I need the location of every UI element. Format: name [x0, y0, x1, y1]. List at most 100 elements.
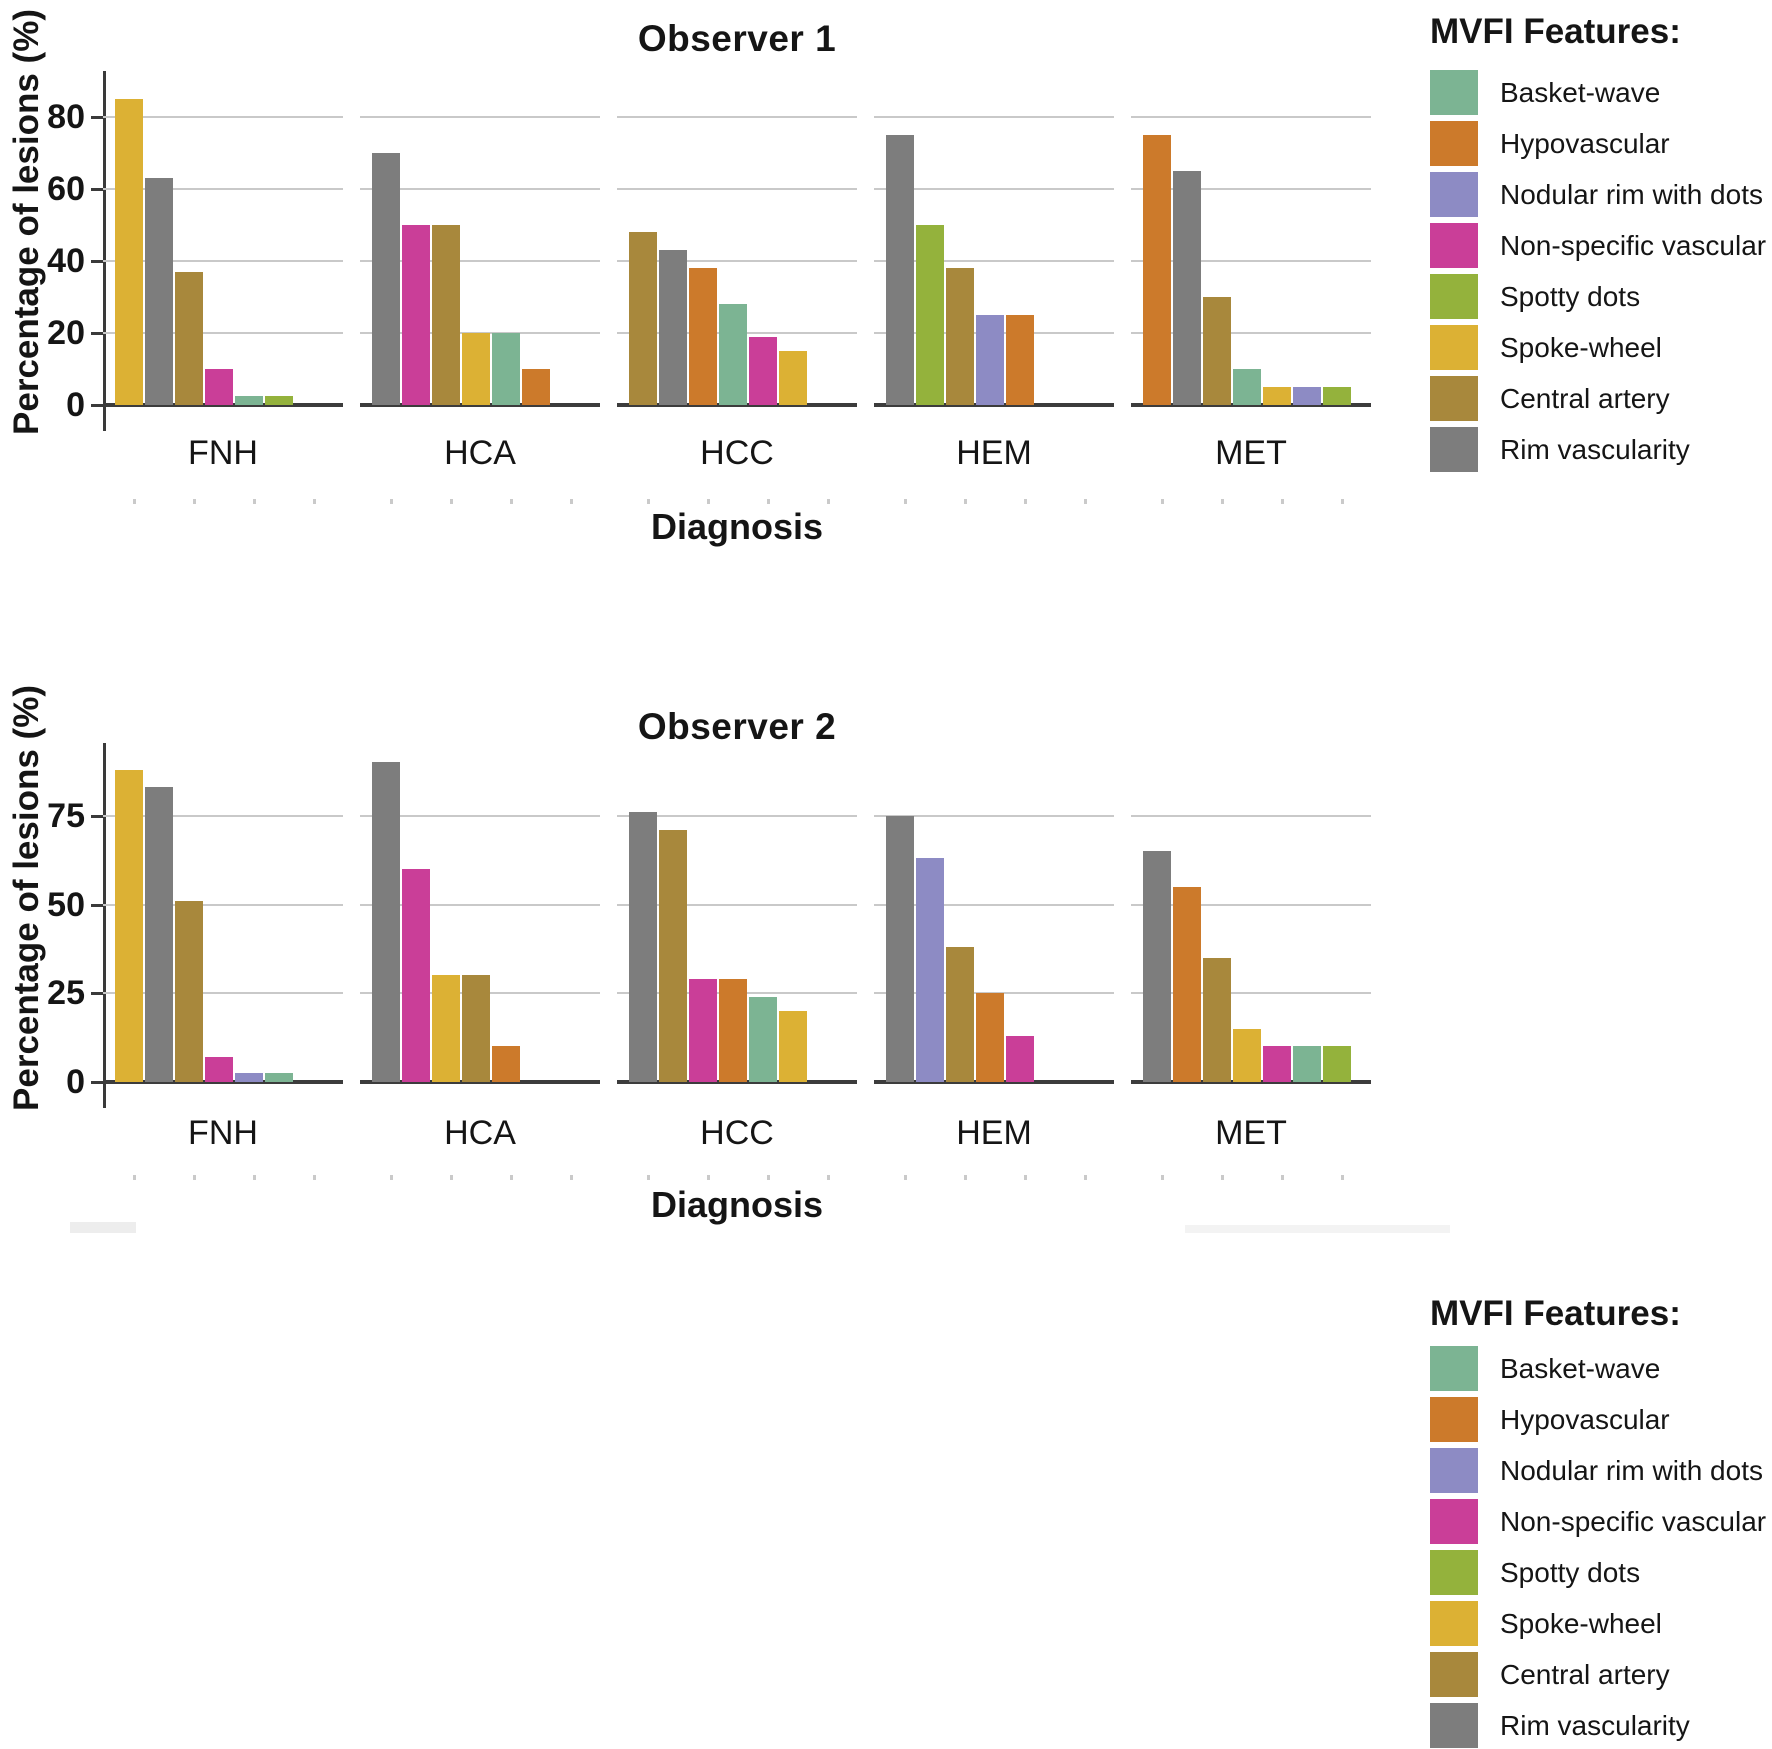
category-label-fnh: FNH: [188, 1114, 258, 1152]
legend-label: Basket-wave: [1500, 1353, 1661, 1384]
gridline: [874, 116, 1114, 118]
minor-tick: [450, 499, 453, 504]
bar-central_artery: [946, 268, 974, 405]
bar-central_artery: [175, 901, 203, 1082]
bar-central_artery: [462, 975, 490, 1082]
legend-label: Hypovascular: [1500, 1404, 1670, 1435]
gridline: [617, 116, 857, 118]
x-axis-title: Diagnosis: [650, 506, 824, 547]
gridline: [103, 332, 343, 334]
legend-label: Central artery: [1500, 383, 1670, 414]
minor-tick: [253, 499, 256, 504]
bar-rim_vascularity: [659, 250, 687, 405]
bar-spoke_wheel: [779, 1011, 807, 1082]
legend-item-spotty_dots: Spotty dots: [1408, 274, 1772, 320]
bar-spotty_dots: [916, 225, 944, 405]
minor-tick: [707, 499, 710, 504]
bar-group: [629, 812, 807, 1082]
legend-swatch-basket_wave: [1430, 1346, 1478, 1391]
bar-rim_vascularity: [372, 762, 400, 1082]
legend-label: Central artery: [1500, 1659, 1670, 1690]
legend-label: Non-specific vascular: [1500, 1506, 1767, 1537]
legend-title: MVFI Features:: [1430, 1294, 1681, 1333]
facet-panel-fnh: [103, 745, 343, 1084]
legend-swatch-spotty_dots: [1430, 274, 1478, 319]
minor-tick: [390, 499, 393, 504]
bar-hypovascular: [976, 993, 1004, 1082]
bar-hypovascular: [522, 369, 550, 405]
gridline: [1131, 260, 1371, 262]
y-tick-label: 50: [47, 885, 85, 924]
minor-tick: [767, 499, 770, 504]
legend-item-nodular_rim: Nodular rim with dots: [1408, 1448, 1772, 1494]
category-label-met: MET: [1215, 434, 1287, 472]
minor-tick: [1084, 499, 1087, 504]
minor-tick: [647, 1175, 650, 1180]
cropped-edge-artifact-left: [70, 1222, 136, 1233]
facet-panel-hca: [360, 73, 600, 407]
legend-item-central_artery: Central artery: [1408, 376, 1772, 422]
minor-tick: [1024, 1175, 1027, 1180]
minor-tick: [313, 1175, 316, 1180]
bar-group: [115, 99, 293, 405]
minor-tick: [904, 1175, 907, 1180]
facet-panel-hca: [360, 745, 600, 1084]
minor-tick: [450, 1175, 453, 1180]
cropped-edge-artifact-right: [1185, 1225, 1450, 1233]
minor-tick: [1084, 1175, 1087, 1180]
category-label-hem: HEM: [956, 434, 1032, 472]
y-axis-title-text: Percentage of lesions (%): [7, 9, 46, 435]
minor-tick: [510, 499, 513, 504]
gridline: [360, 188, 600, 190]
minor-tick: [827, 499, 830, 504]
minor-tick: [193, 1175, 196, 1180]
minor-tick: [964, 1175, 967, 1180]
bar-hypovascular: [1143, 135, 1171, 405]
gridline: [874, 260, 1114, 262]
legend-swatch-nonspecific_vascular: [1430, 1499, 1478, 1544]
legend-swatch-central_artery: [1430, 1652, 1478, 1697]
category-label-hcc: HCC: [700, 434, 774, 472]
bar-rim_vascularity: [1143, 851, 1171, 1082]
gridline: [103, 116, 343, 118]
facet-panel-hem: [874, 73, 1114, 407]
gridline: [617, 814, 857, 817]
minor-tick: [827, 1175, 830, 1180]
bar-nodular_rim: [235, 1073, 263, 1082]
legend-label: Nodular rim with dots: [1500, 179, 1763, 210]
bar-nodular_rim: [976, 315, 1004, 405]
chart-title: Observer 2: [637, 706, 837, 747]
minor-tick: [1221, 499, 1224, 504]
facet-panel-hcc: [617, 73, 857, 407]
bar-central_artery: [175, 272, 203, 405]
minor-tick: [647, 499, 650, 504]
bar-group: [115, 770, 293, 1082]
y-tick-label: 25: [47, 974, 85, 1013]
bar-group: [886, 816, 1034, 1082]
legend-item-hypovascular: Hypovascular: [1408, 1397, 1772, 1443]
bar-rim_vascularity: [372, 153, 400, 405]
bar-basket_wave: [719, 304, 747, 405]
bar-spoke_wheel: [115, 99, 143, 405]
minor-tick: [253, 1175, 256, 1180]
gridline: [617, 903, 857, 906]
bar-central_artery: [1203, 958, 1231, 1082]
minor-tick: [1161, 1175, 1164, 1180]
bar-rim_vascularity: [886, 135, 914, 405]
y-tick-label: 40: [47, 242, 85, 280]
minor-tick: [1341, 499, 1344, 504]
x-axis-line: [360, 403, 600, 407]
bar-basket_wave: [1293, 1046, 1321, 1082]
x-axis-line: [1131, 1080, 1371, 1084]
facet-panel-met: [1131, 745, 1371, 1084]
y-tick-mark: [91, 260, 103, 263]
y-tick-mark: [91, 814, 103, 818]
bar-nonspecific_vascular: [749, 337, 777, 405]
bar-spotty_dots: [265, 396, 293, 405]
gridline: [874, 903, 1114, 906]
minor-tick: [193, 499, 196, 504]
legend-label: Spotty dots: [1500, 1557, 1641, 1588]
facet-panel-hem: [874, 745, 1114, 1084]
category-label-hca: HCA: [444, 434, 516, 472]
y-tick-mark: [91, 332, 103, 335]
